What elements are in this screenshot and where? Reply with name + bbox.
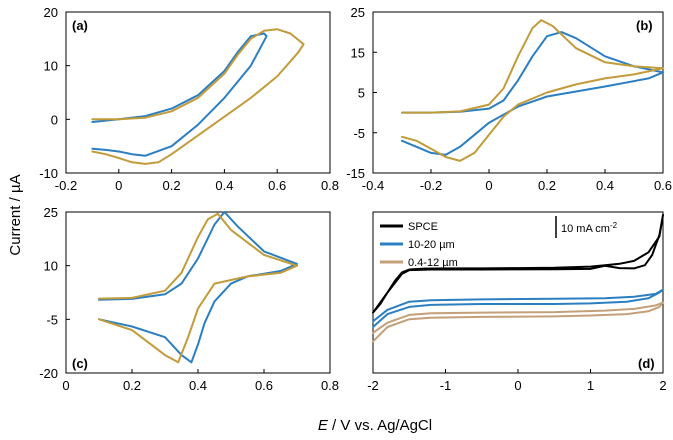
- panel-a-y-tick-label: -10: [39, 166, 58, 181]
- panel-d-series-10-20-m: [372, 288, 664, 328]
- legend-label-spce: SPCE: [408, 221, 438, 233]
- panel-c-series-blue: [98, 211, 298, 364]
- panel-c-y-tick-label: 25: [44, 205, 58, 220]
- panel-b-x-tick-label: -0.4: [362, 178, 384, 193]
- panel-c-x-tick-label: 0.6: [255, 378, 273, 393]
- panel-a-frame: [65, 11, 331, 174]
- panel-d-series-0.4-12-m: [372, 301, 664, 343]
- panel-b-y-tick-label: 25: [351, 5, 365, 20]
- panel-d-label: (d): [638, 356, 655, 371]
- panel-a-x-tick-label: 0.8: [321, 178, 339, 193]
- panel-d-x-tick-label: 1: [587, 378, 594, 393]
- panel-a-x-tick-label: 0: [115, 178, 122, 193]
- panel-b-y-tick-label: 5: [358, 86, 365, 101]
- panel-b-x-tick-label: 0: [485, 178, 492, 193]
- panel-b-x-tick-label: 0.4: [596, 178, 614, 193]
- panel-a-x-tick-label: 0.4: [215, 178, 233, 193]
- panel-a-label: (a): [72, 18, 88, 33]
- panel-b-y-tick-label: 15: [351, 45, 365, 60]
- panel-a-y-tick-label: 10: [44, 59, 58, 74]
- panel-c-x-tick-label: 0.4: [189, 378, 207, 393]
- panel-b-x-tick-label: 0.6: [654, 178, 672, 193]
- scale-bar-unit: 10 mA cm: [561, 223, 610, 235]
- x-axis-title-rest: / V vs. Ag/AgCl: [328, 417, 432, 434]
- panel-a-y-tick-label: 0: [51, 112, 58, 127]
- panel-d-frame: [372, 211, 664, 374]
- panel-a-x-tick-label: -0.2: [55, 178, 77, 193]
- legend-label-0.4-12um: 0.4-12 µm: [408, 257, 458, 269]
- legend-label-10-20um: 10-20 µm: [408, 239, 455, 251]
- panel-d-legend: SPCE 10-20 µm 0.4-12 µm: [380, 221, 458, 269]
- scale-bar-label: 10 mA cm-2: [561, 221, 618, 235]
- panel-d: -2 -1 0 1 2 (d): [367, 211, 667, 393]
- panel-b-x-tick-label: -0.2: [420, 178, 442, 193]
- panel-c-x-tick-label: 0.2: [123, 378, 141, 393]
- panel-d-x-tick-label: 0: [514, 378, 521, 393]
- x-axis-title-italic: E: [318, 417, 329, 434]
- x-axis-title: E / V vs. Ag/AgCl: [318, 417, 432, 434]
- panel-a-series-gold: [91, 28, 305, 165]
- panel-b: -0.4 -0.2 0 0.2 0.4 0.6 -15 -5 5 15 25 (b): [346, 5, 672, 193]
- panel-a-x-tick-label: 0.6: [268, 178, 286, 193]
- panel-b-frame: [372, 11, 664, 174]
- panel-d-x-tick-label: -2: [367, 378, 379, 393]
- panel-c-label: (c): [72, 356, 88, 371]
- scale-bar-exponent: -2: [610, 221, 618, 230]
- panel-a-y-tick-label: 20: [44, 5, 58, 20]
- panel-b-series-blue: [401, 31, 664, 156]
- panel-c-x-tick-label: 0.8: [321, 378, 339, 393]
- panel-a-series-blue: [91, 32, 268, 157]
- panel-b-y-tick-label: -5: [353, 126, 365, 141]
- panel-b-series-gold: [401, 19, 664, 162]
- panel-c-x-tick-label: 0: [62, 378, 69, 393]
- panel-c-y-tick-label: -5: [46, 312, 58, 327]
- panel-c: 0 0.2 0.4 0.6 0.8 -20 -5 10 25 (c): [39, 205, 339, 393]
- panel-d-series-spce: [372, 213, 664, 314]
- panel-c-y-tick-label: -20: [39, 366, 58, 381]
- panel-d-x-tick-label: -1: [440, 378, 452, 393]
- panel-a: -0.2 0 0.2 0.4 0.6 0.8 -10 0 10 20 (a): [39, 5, 339, 193]
- panel-c-y-tick-label: 10: [44, 259, 58, 274]
- panel-b-x-tick-label: 0.2: [538, 178, 556, 193]
- panel-a-x-tick-label: 0.2: [163, 178, 181, 193]
- panel-d-x-tick-label: 2: [659, 378, 666, 393]
- panel-c-series-gold: [98, 212, 298, 364]
- panel-b-y-tick-label: -15: [346, 166, 365, 181]
- panel-b-label: (b): [636, 18, 653, 33]
- y-axis-title: Current / µA: [7, 174, 24, 255]
- panel-d-scale-bar: 10 mA cm-2: [555, 216, 618, 238]
